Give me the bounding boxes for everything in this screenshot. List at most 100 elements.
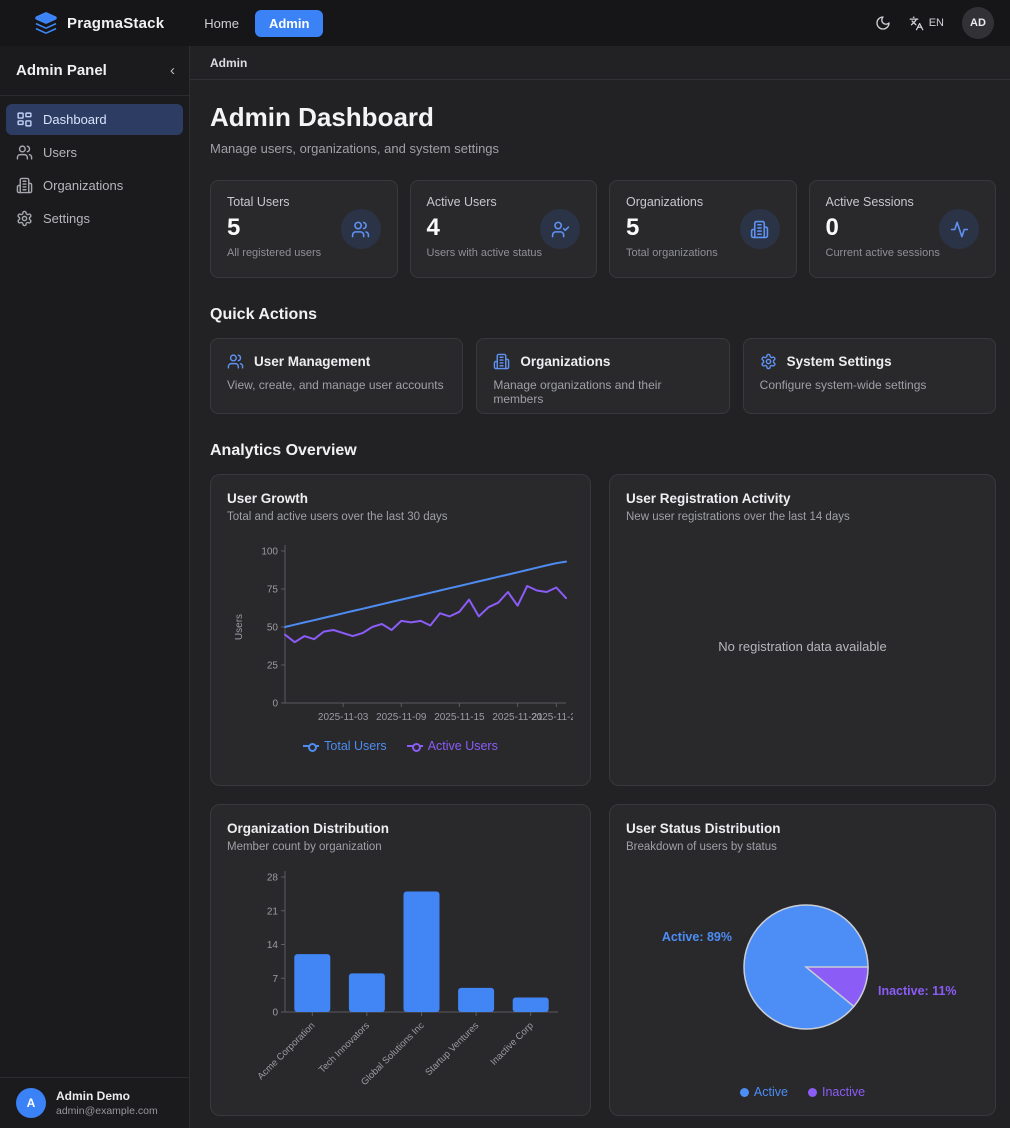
languages-icon <box>909 16 924 30</box>
svg-text:7: 7 <box>272 974 278 985</box>
language-label: EN <box>928 17 944 29</box>
svg-text:2025-11-21: 2025-11-21 <box>492 712 543 723</box>
stat-label: Active Users <box>426 195 497 209</box>
svg-text:Active: 89%: Active: 89% <box>662 930 732 944</box>
stat-card-active-sessions: Active Sessions 0 Current active session… <box>808 180 996 278</box>
sidebar-item-label: Settings <box>43 211 90 226</box>
sidebar-header: Admin Panel ‹ <box>0 46 189 96</box>
legend-item[interactable]: Total Users <box>303 739 387 753</box>
stat-value: 5 <box>227 214 241 241</box>
sidebar-user[interactable]: A Admin Demo admin@example.com <box>0 1077 189 1128</box>
gear-icon <box>761 353 776 370</box>
svg-text:75: 75 <box>267 585 279 596</box>
activity-icon <box>939 209 979 249</box>
quick-actions-heading: Quick Actions <box>210 306 317 323</box>
breadcrumb-bar: Admin <box>190 46 1010 80</box>
sidebar-title: Admin Panel <box>16 62 107 79</box>
svg-text:Startup Ventures: Startup Ventures <box>423 1020 481 1078</box>
brand-name: PragmaStack <box>67 14 165 32</box>
action-caption: View, create, and manage user accounts <box>227 378 444 392</box>
breadcrumb[interactable]: Admin <box>210 55 248 70</box>
nav-link-home[interactable]: Home <box>204 15 239 31</box>
chart-card-user-growth: User Growth Total and active users over … <box>210 474 591 786</box>
user-avatar[interactable]: AD <box>962 7 994 39</box>
action-card-system-settings[interactable]: System Settings Configure system-wide se… <box>742 338 996 414</box>
stats-row: Total Users 5 All registered users Activ… <box>210 180 996 278</box>
sidebar-item-users[interactable]: Users <box>6 137 183 168</box>
analytics-heading: Analytics Overview <box>210 442 357 459</box>
language-switcher[interactable]: EN <box>909 16 944 31</box>
sidebar-user-avatar: A <box>16 1088 46 1118</box>
users-icon <box>16 145 33 160</box>
legend-item[interactable]: Active <box>739 1085 788 1099</box>
sidebar-item-organizations[interactable]: Organizations <box>6 170 183 201</box>
svg-text:100: 100 <box>261 547 278 558</box>
chart-subtitle: New user registrations over the last 14 … <box>626 511 850 523</box>
page-subtitle: Manage users, organizations, and system … <box>210 141 500 156</box>
legend-item[interactable]: Inactive <box>807 1085 865 1099</box>
chart-subtitle: Breakdown of users by status <box>626 841 777 853</box>
svg-text:28: 28 <box>267 873 279 884</box>
legend-item[interactable]: Active Users <box>406 739 498 753</box>
pie-chart-legend: Active Inactive <box>739 1085 865 1099</box>
brand[interactable]: PragmaStack <box>34 11 164 35</box>
stat-caption: All registered users <box>227 247 322 259</box>
action-caption: Configure system-wide settings <box>759 378 927 392</box>
users-icon <box>227 354 244 369</box>
svg-text:2025-11-09: 2025-11-09 <box>376 712 427 723</box>
stat-card-total-users: Total Users 5 All registered users <box>210 180 398 278</box>
stat-value: 4 <box>426 214 440 241</box>
analytics-grid: User Growth Total and active users over … <box>210 474 996 1116</box>
nav-link-admin[interactable]: Admin <box>254 9 324 37</box>
svg-text:50: 50 <box>267 623 279 634</box>
stat-caption: Users with active status <box>426 247 543 259</box>
chart-title: User Registration Activity <box>626 491 791 506</box>
chart-title: Organization Distribution <box>227 821 389 836</box>
sidebar-user-email: admin@example.com <box>56 1105 158 1117</box>
theme-toggle-moon-icon[interactable] <box>875 15 891 31</box>
action-title: System Settings <box>786 354 892 369</box>
stat-label: Total Users <box>227 195 290 209</box>
nav-right: EN AD <box>875 7 994 39</box>
stat-card-organizations: Organizations 5 Total organizations <box>609 180 797 278</box>
page-title: Admin Dashboard <box>210 102 434 132</box>
sidebar-items: Dashboard Users Organizations Settings <box>0 96 189 242</box>
sidebar-item-label: Users <box>43 145 77 160</box>
sidebar-item-label: Dashboard <box>43 112 107 127</box>
layers-logo-icon <box>34 11 58 35</box>
svg-text:2025-11-15: 2025-11-15 <box>434 712 485 723</box>
nav-links: Home Admin <box>194 9 324 37</box>
stat-label: Organizations <box>626 195 704 209</box>
building-icon <box>16 177 33 194</box>
stat-label: Active Sessions <box>825 195 914 209</box>
chart-title: User Growth <box>227 491 309 506</box>
gear-icon <box>17 210 32 227</box>
svg-text:25: 25 <box>267 661 279 672</box>
stat-caption: Current active sessions <box>825 247 940 259</box>
svg-text:2025-11-27: 2025-11-27 <box>531 712 573 723</box>
sidebar-item-dashboard[interactable]: Dashboard <box>6 104 183 135</box>
users-icon <box>340 209 381 249</box>
action-caption: Manage organizations and their members <box>493 378 662 406</box>
sidebar-item-label: Organizations <box>43 178 124 193</box>
line-chart: 0 25 50 75 100 2025-11-03 2025-11-09 2025-11-15… <box>234 545 573 723</box>
chart-card-user-status: User Status Distribution Breakdown of us… <box>609 804 996 1116</box>
sidebar-item-settings[interactable]: Settings <box>6 203 183 234</box>
top-navbar: PragmaStack Home Admin EN AD <box>0 0 1010 46</box>
sidebar-collapse-chevron-icon[interactable]: ‹ <box>170 62 175 79</box>
stat-value: 0 <box>825 214 839 241</box>
chart-title: User Status Distribution <box>626 821 781 836</box>
building-icon <box>494 353 510 370</box>
line-chart-legend: Total Users Active Users <box>303 739 498 753</box>
stat-card-active-users: Active Users 4 Users with active status <box>409 180 597 278</box>
main-content: Admin Admin Dashboard Manage users, orga… <box>190 46 1010 1128</box>
quick-actions-row: User Management View, create, and manage… <box>210 338 996 414</box>
pie-chart: Active: 89% Inactive: 11% <box>662 904 957 1030</box>
svg-text:Acme Corporation: Acme Corporation <box>256 1020 318 1082</box>
user-check-icon <box>540 209 580 249</box>
stat-value: 5 <box>626 214 640 241</box>
building-icon <box>739 209 780 249</box>
svg-text:Inactive Corp: Inactive Corp <box>488 1020 535 1067</box>
action-card-user-management[interactable]: User Management View, create, and manage… <box>210 338 464 414</box>
action-card-organizations[interactable]: Organizations Manage organizations and t… <box>476 338 730 414</box>
